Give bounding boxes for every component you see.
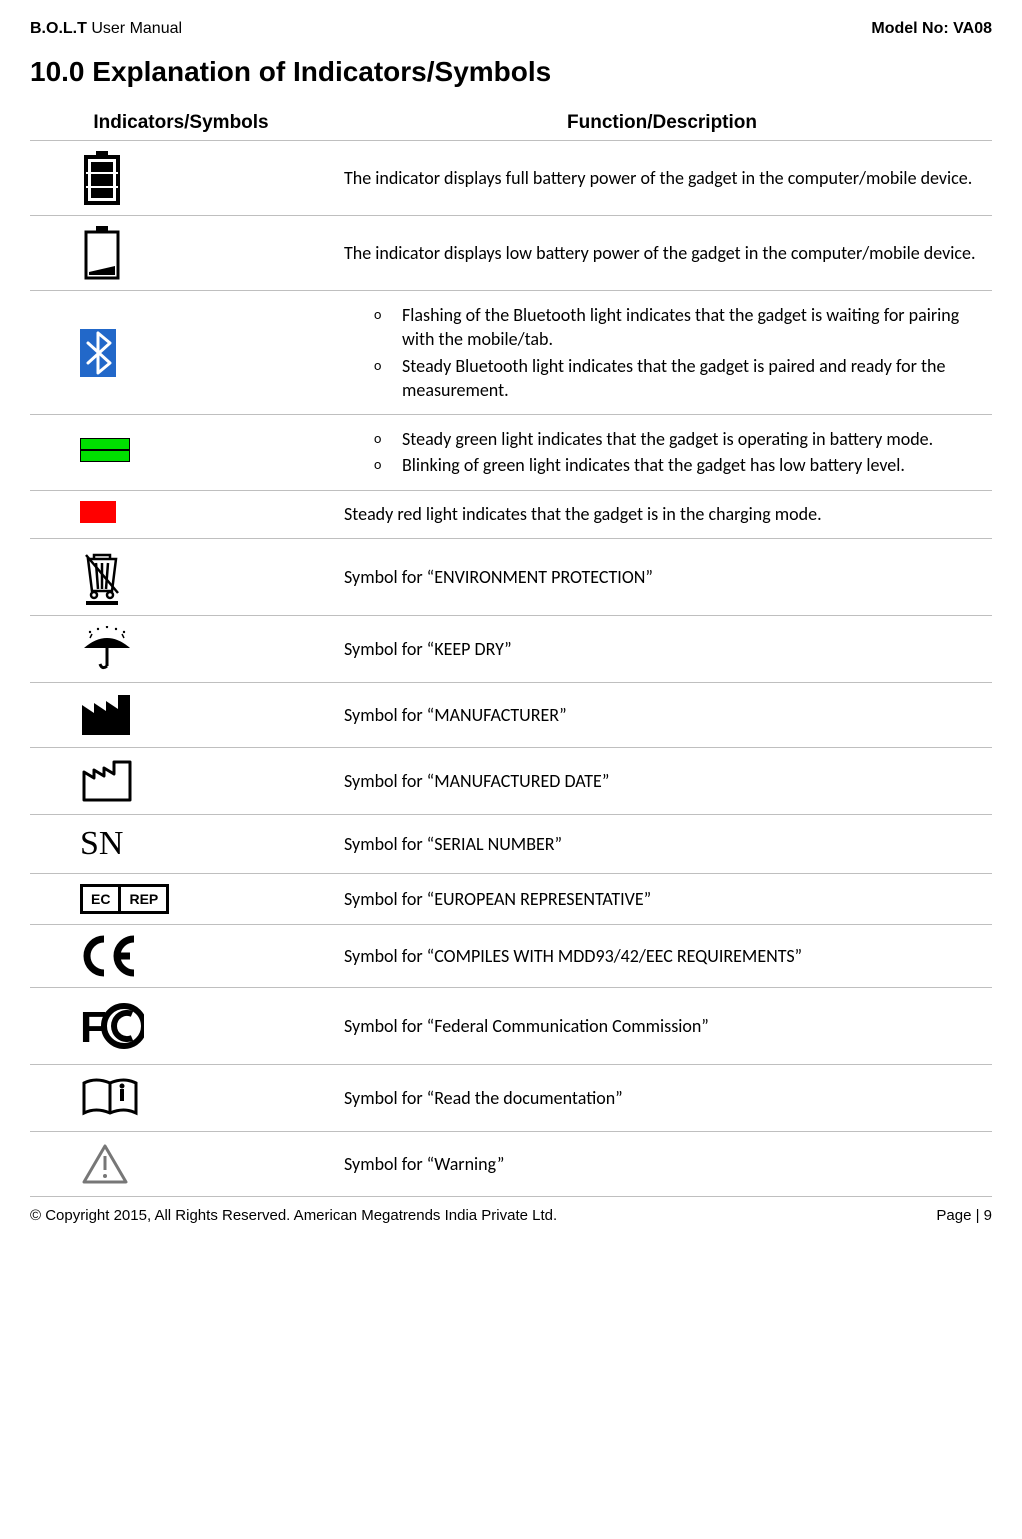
page-footer: © Copyright 2015, All Rights Reserved. A… — [30, 1207, 992, 1224]
header-left-bold: B.O.L.T — [30, 20, 87, 37]
bullet-item: Steady green light indicates that the ga… — [374, 427, 980, 451]
symbol-cell: SN — [30, 814, 332, 873]
bullet-item: Blinking of green light indicates that t… — [374, 453, 980, 477]
description-cell: Symbol for “MANUFACTURED DATE” — [332, 747, 992, 814]
table-row: The indicator displays full battery powe… — [30, 141, 992, 216]
bullet-item: Flashing of the Bluetooth light indicate… — [374, 303, 980, 352]
description-cell: Symbol for “SERIAL NUMBER” — [332, 814, 992, 873]
table-row: Flashing of the Bluetooth light indicate… — [30, 291, 992, 415]
table-header-function: Function/Description — [332, 106, 992, 141]
table-row: Symbol for “Warning” — [30, 1131, 992, 1196]
symbol-cell — [30, 415, 332, 491]
description-cell: Symbol for “MANUFACTURER” — [332, 682, 992, 747]
symbol-cell — [30, 291, 332, 415]
symbol-cell — [30, 538, 332, 615]
keep-dry-icon — [80, 626, 134, 672]
page-header: B.O.L.T User Manual Model No: VA08 — [30, 20, 992, 38]
description-cell: The indicator displays full battery powe… — [332, 141, 992, 216]
table-row: Symbol for “MANUFACTURED DATE” — [30, 747, 992, 814]
ec-rep-right: REP — [121, 887, 166, 911]
table-row: Steady green light indicates that the ga… — [30, 415, 992, 491]
symbol-cell — [30, 1131, 332, 1196]
symbol-cell — [30, 216, 332, 291]
red-led-icon — [80, 501, 116, 523]
symbol-cell — [30, 924, 332, 987]
manufactured-date-icon — [80, 758, 134, 804]
read-documentation-icon — [80, 1075, 140, 1121]
description-cell: The indicator displays low battery power… — [332, 216, 992, 291]
description-cell: Steady green light indicates that the ga… — [332, 415, 992, 491]
symbol-cell: EC REP — [30, 873, 332, 924]
description-cell: Flashing of the Bluetooth light indicate… — [332, 291, 992, 415]
symbol-cell: F — [30, 987, 332, 1064]
fcc-icon: F — [80, 998, 144, 1054]
table-row: The indicator displays low battery power… — [30, 216, 992, 291]
bullet-list: Flashing of the Bluetooth light indicate… — [344, 303, 980, 402]
footer-page: Page | 9 — [936, 1207, 992, 1224]
symbol-cell — [30, 490, 332, 538]
description-cell: Symbol for “EUROPEAN REPRESENTATIVE” — [332, 873, 992, 924]
battery-full-icon — [80, 151, 124, 205]
ec-rep-left: EC — [83, 887, 121, 911]
bluetooth-icon — [80, 329, 116, 377]
table-row: EC REP Symbol for “EUROPEAN REPRESENTATI… — [30, 873, 992, 924]
bullet-list: Steady green light indicates that the ga… — [344, 427, 980, 478]
page-title: 10.0 Explanation of Indicators/Symbols — [30, 56, 992, 88]
description-cell: Symbol for “Read the documentation” — [332, 1064, 992, 1131]
ce-icon — [80, 935, 140, 977]
warning-icon — [80, 1142, 130, 1186]
table-row: Symbol for “KEEP DRY” — [30, 615, 992, 682]
description-cell: Symbol for “Federal Communication Commis… — [332, 987, 992, 1064]
serial-number-icon: SN — [80, 825, 123, 862]
header-left: B.O.L.T User Manual — [30, 20, 182, 38]
table-row: Symbol for “Read the documentation” — [30, 1064, 992, 1131]
description-cell: Steady red light indicates that the gadg… — [332, 490, 992, 538]
footer-copyright: © Copyright 2015, All Rights Reserved. A… — [30, 1207, 557, 1224]
symbol-cell — [30, 615, 332, 682]
table-row: Symbol for “MANUFACTURER” — [30, 682, 992, 747]
header-right: Model No: VA08 — [871, 20, 992, 38]
description-cell: Symbol for “KEEP DRY” — [332, 615, 992, 682]
battery-low-icon — [80, 226, 124, 280]
table-row: F Symbol for “Federal Communication Comm… — [30, 987, 992, 1064]
description-cell: Symbol for “ENVIRONMENT PROTECTION” — [332, 538, 992, 615]
weee-icon — [80, 549, 124, 605]
table-row: SN Symbol for “SERIAL NUMBER” — [30, 814, 992, 873]
bullet-item: Steady Bluetooth light indicates that th… — [374, 354, 980, 403]
table-row: Symbol for “COMPILES WITH MDD93/42/EEC R… — [30, 924, 992, 987]
manufacturer-icon — [80, 693, 132, 737]
symbol-cell — [30, 682, 332, 747]
green-led-icon — [80, 438, 130, 462]
symbol-cell — [30, 747, 332, 814]
symbols-table: Indicators/Symbols Function/Description … — [30, 106, 992, 1197]
table-header-indicators: Indicators/Symbols — [30, 106, 332, 141]
symbol-cell — [30, 1064, 332, 1131]
description-cell: Symbol for “Warning” — [332, 1131, 992, 1196]
table-row: Steady red light indicates that the gadg… — [30, 490, 992, 538]
description-cell: Symbol for “COMPILES WITH MDD93/42/EEC R… — [332, 924, 992, 987]
symbol-cell — [30, 141, 332, 216]
ec-rep-icon: EC REP — [80, 884, 169, 914]
table-row: Symbol for “ENVIRONMENT PROTECTION” — [30, 538, 992, 615]
header-left-rest: User Manual — [87, 20, 182, 37]
